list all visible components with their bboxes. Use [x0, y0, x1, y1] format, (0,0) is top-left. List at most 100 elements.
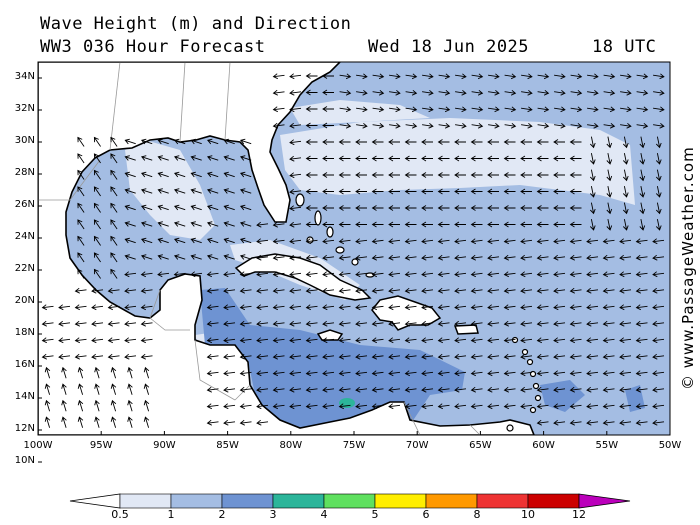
- direction-arrow: [371, 221, 384, 228]
- direction-arrow: [537, 106, 550, 113]
- direction-arrow: [537, 122, 550, 129]
- direction-arrow: [322, 271, 335, 278]
- direction-arrow: [503, 205, 516, 211]
- direction-arrow: [356, 73, 368, 80]
- lat-label: 12N: [14, 423, 35, 434]
- direction-arrow: [206, 353, 219, 360]
- direction-arrow: [536, 287, 549, 294]
- direction-arrow: [454, 403, 467, 410]
- direction-arrow: [305, 353, 318, 360]
- direction-arrow: [157, 138, 169, 145]
- direction-arrow: [520, 221, 532, 228]
- direction-arrow: [91, 337, 104, 344]
- direction-arrow: [602, 337, 615, 344]
- direction-arrow: [470, 337, 483, 344]
- direction-arrow: [470, 304, 483, 311]
- lat-label: 14N: [14, 391, 35, 402]
- direction-arrow: [41, 353, 54, 360]
- direction-arrow: [91, 287, 104, 294]
- legend-swatch-over: [578, 493, 631, 509]
- direction-arrow: [223, 287, 236, 294]
- direction-arrow: [636, 73, 649, 80]
- lat-label: 24N: [14, 231, 35, 242]
- direction-arrow: [437, 337, 450, 344]
- direction-arrow: [421, 205, 433, 211]
- direction-arrow: [371, 254, 384, 261]
- direction-arrow: [553, 155, 565, 162]
- direction-arrow: [553, 287, 566, 294]
- direction-arrow: [239, 320, 252, 327]
- direction-arrow: [355, 287, 368, 294]
- direction-arrow: [110, 153, 118, 164]
- direction-arrow: [124, 155, 136, 161]
- direction-arrow: [289, 287, 302, 294]
- direction-arrow: [536, 155, 549, 162]
- direction-arrow: [371, 287, 384, 294]
- direction-arrow: [58, 337, 71, 344]
- direction-arrow: [487, 287, 500, 294]
- direction-arrow: [589, 219, 596, 231]
- direction-arrow: [653, 122, 665, 129]
- direction-arrow: [503, 188, 516, 195]
- direction-arrow: [355, 238, 368, 245]
- direction-arrow: [421, 238, 434, 245]
- direction-arrow: [110, 252, 118, 263]
- land-jamaica: [316, 329, 344, 341]
- direction-arrow: [127, 416, 133, 428]
- direction-arrow: [93, 219, 101, 230]
- direction-arrow: [421, 172, 433, 178]
- direction-arrow: [223, 138, 235, 145]
- direction-arrow: [289, 172, 302, 179]
- direction-arrow: [223, 237, 235, 244]
- direction-arrow: [338, 155, 351, 162]
- legend-swatch: [527, 493, 580, 509]
- direction-arrow: [124, 138, 136, 145]
- direction-arrow: [602, 320, 615, 327]
- direction-arrow: [388, 320, 401, 327]
- direction-arrow: [206, 403, 219, 410]
- direction-arrow: [305, 271, 318, 278]
- direction-arrow: [239, 370, 252, 377]
- legend-label: 2: [218, 508, 226, 521]
- direction-arrow: [338, 205, 351, 211]
- direction-arrow: [173, 237, 186, 244]
- direction-arrow: [520, 155, 532, 162]
- direction-arrow: [652, 337, 665, 344]
- direction-arrow: [289, 271, 302, 278]
- direction-arrow: [388, 370, 401, 377]
- direction-arrow: [503, 403, 516, 410]
- direction-arrow: [504, 89, 517, 96]
- direction-arrow: [437, 238, 450, 245]
- direction-arrow: [256, 238, 269, 245]
- direction-arrow: [305, 254, 318, 261]
- forecast-time: 18 UTC: [592, 37, 657, 57]
- direction-arrow: [256, 287, 269, 294]
- country-borders: [38, 62, 481, 435]
- direction-arrow: [455, 73, 467, 80]
- direction-arrow: [487, 403, 500, 410]
- direction-arrow: [536, 403, 549, 410]
- direction-arrow: [404, 386, 417, 393]
- direction-arrow: [338, 304, 351, 311]
- direction-arrow: [570, 122, 583, 129]
- direction-arrow: [110, 268, 118, 279]
- direction-arrow: [272, 287, 285, 294]
- direction-arrow: [388, 337, 401, 344]
- direction-arrow: [503, 353, 516, 360]
- direction-arrow: [569, 287, 582, 294]
- color-legend: [69, 493, 631, 509]
- direction-arrow: [639, 169, 646, 182]
- direction-arrow: [289, 353, 302, 360]
- direction-arrow: [239, 287, 252, 294]
- direction-arrow: [553, 370, 566, 377]
- direction-arrow: [388, 238, 401, 245]
- direction-arrow: [503, 337, 516, 344]
- direction-arrow: [586, 287, 599, 294]
- direction-arrow: [206, 370, 219, 377]
- direction-arrow: [421, 188, 433, 195]
- direction-arrow: [305, 287, 318, 294]
- direction-arrow: [652, 419, 665, 426]
- direction-arrow: [589, 136, 596, 149]
- direction-arrow: [554, 122, 566, 129]
- direction-arrow: [110, 399, 117, 412]
